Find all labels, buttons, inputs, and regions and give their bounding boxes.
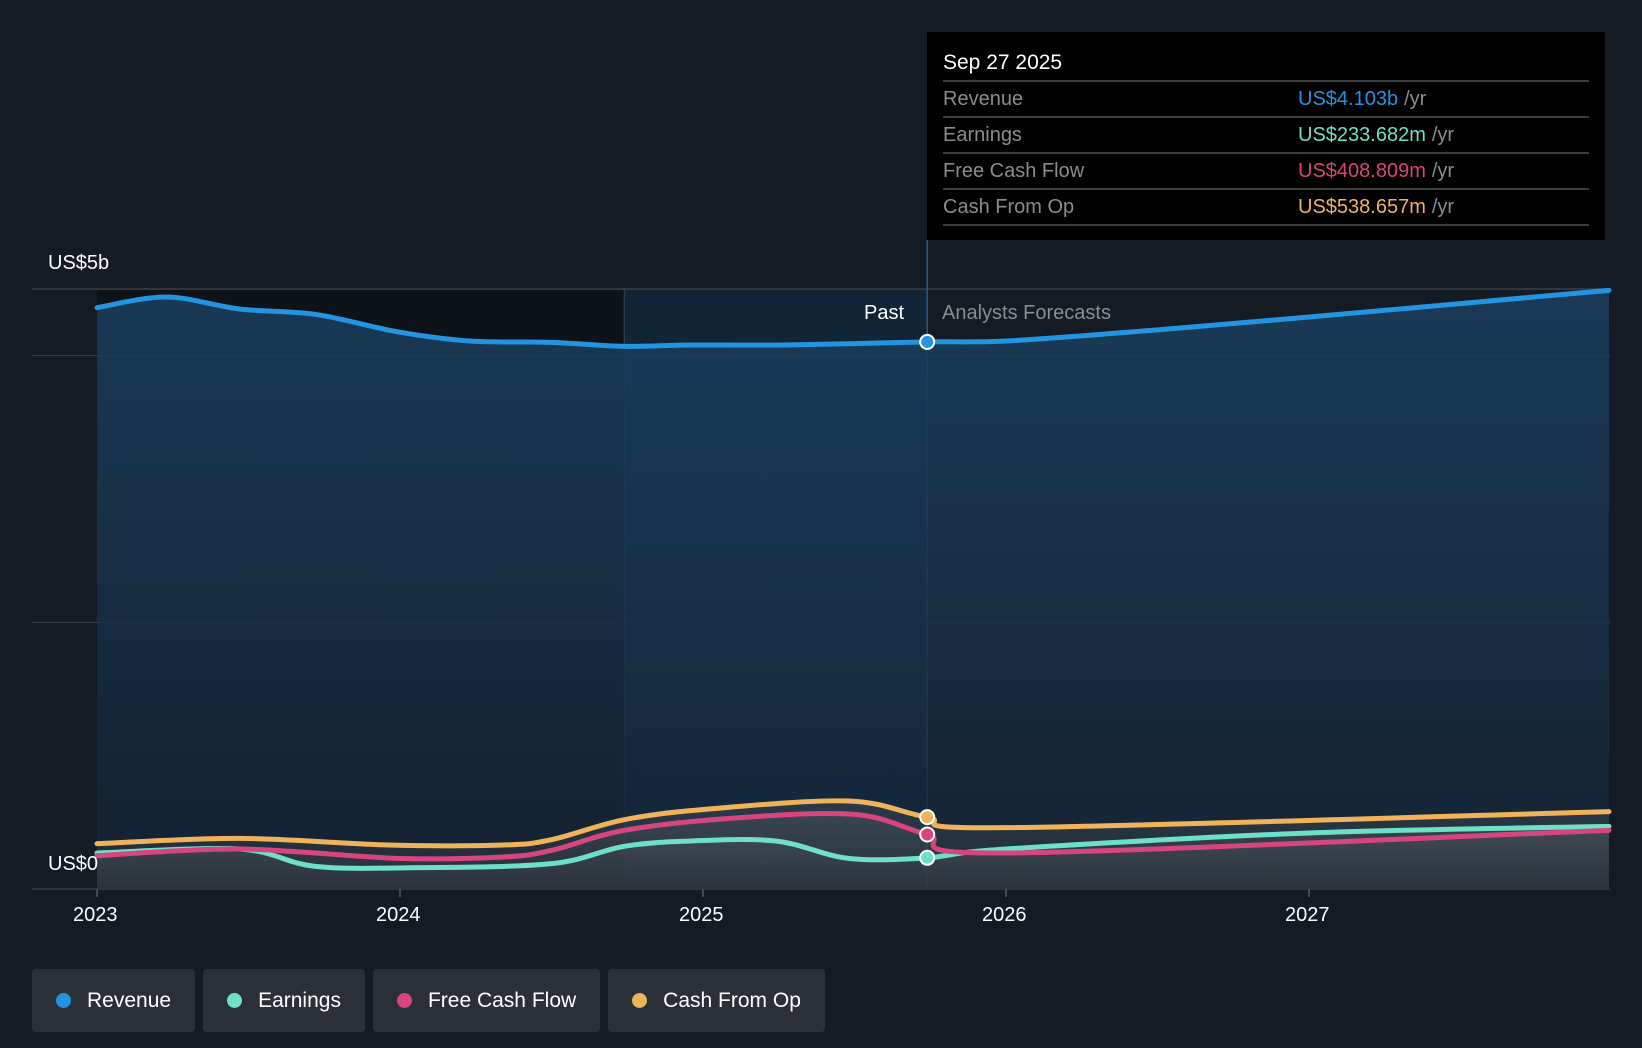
legend: Revenue Earnings Free Cash Flow Cash Fro…	[32, 969, 825, 1032]
tooltip-label: Earnings	[943, 124, 1022, 146]
legend-item-revenue[interactable]: Revenue	[32, 969, 196, 1032]
tooltip-unit: /yr	[1431, 124, 1455, 146]
forecast-label: Analysts Forecasts	[942, 302, 1111, 324]
legend-item-free-cash-flow[interactable]: Free Cash Flow	[372, 969, 601, 1032]
tooltip-unit: /yr	[1431, 160, 1455, 182]
tooltip-unit: /yr	[1404, 88, 1427, 110]
free-cash-flow-marker	[919, 826, 936, 843]
tooltip-date: Sep 27 2025	[943, 46, 1589, 82]
x-tick-label: 2024	[376, 904, 421, 926]
tooltip-row-earnings: Earnings US$233.682m /yr	[943, 118, 1589, 154]
x-tick-label: 2026	[982, 904, 1027, 926]
revenue-dot-icon	[56, 993, 71, 1008]
tooltip-label: Revenue	[943, 88, 1024, 110]
legend-label: Free Cash Flow	[427, 988, 577, 1012]
y-axis-bottom-label: US$0	[48, 853, 99, 875]
tooltip-row-revenue: Revenue US$4.103b /yr	[943, 82, 1589, 118]
tooltip-label: Cash From Op	[943, 196, 1075, 218]
cash-from-op-dot-icon	[632, 993, 648, 1008]
tooltip-value: US$538.657m	[1298, 196, 1426, 218]
tooltip-unit: /yr	[1431, 196, 1455, 218]
x-tick-label: 2027	[1285, 904, 1330, 926]
cash-from-op-line	[94, 798, 1612, 849]
revenue-area	[97, 290, 1609, 889]
x-tick-label: 2025	[679, 904, 724, 926]
free-cash-flow-line	[94, 810, 1612, 862]
earnings-marker	[919, 849, 936, 866]
legend-item-earnings[interactable]: Earnings	[203, 969, 365, 1032]
x-tick-label: 2023	[73, 904, 118, 926]
cash-from-op-marker	[919, 809, 936, 826]
y-axis-top-label: US$5b	[48, 252, 110, 274]
tooltip-label: Free Cash Flow	[943, 160, 1085, 182]
tooltip-value: US$233.682m	[1298, 124, 1426, 146]
legend-item-cash-from-op[interactable]: Cash From Op	[608, 969, 825, 1032]
tooltip-value: US$408.809m	[1298, 160, 1426, 182]
legend-label: Earnings	[258, 988, 341, 1012]
tooltip: Sep 27 2025 Revenue US$4.103b /yr Earnin…	[927, 32, 1605, 240]
revenue-line	[94, 287, 1612, 349]
tooltip-row-cash-from-op: Cash From Op US$538.657m /yr	[943, 190, 1589, 226]
earnings-line	[94, 823, 1612, 871]
legend-label: Cash From Op	[663, 988, 801, 1012]
earnings-dot-icon	[227, 993, 243, 1008]
tooltip-row-free-cash-flow: Free Cash Flow US$408.809m /yr	[943, 154, 1589, 190]
past-label: Past	[864, 302, 905, 324]
tooltip-value: US$4.103b	[1298, 88, 1399, 110]
free-cash-flow-dot-icon	[396, 993, 412, 1008]
revenue-marker	[919, 333, 936, 350]
legend-label: Revenue	[87, 988, 172, 1012]
